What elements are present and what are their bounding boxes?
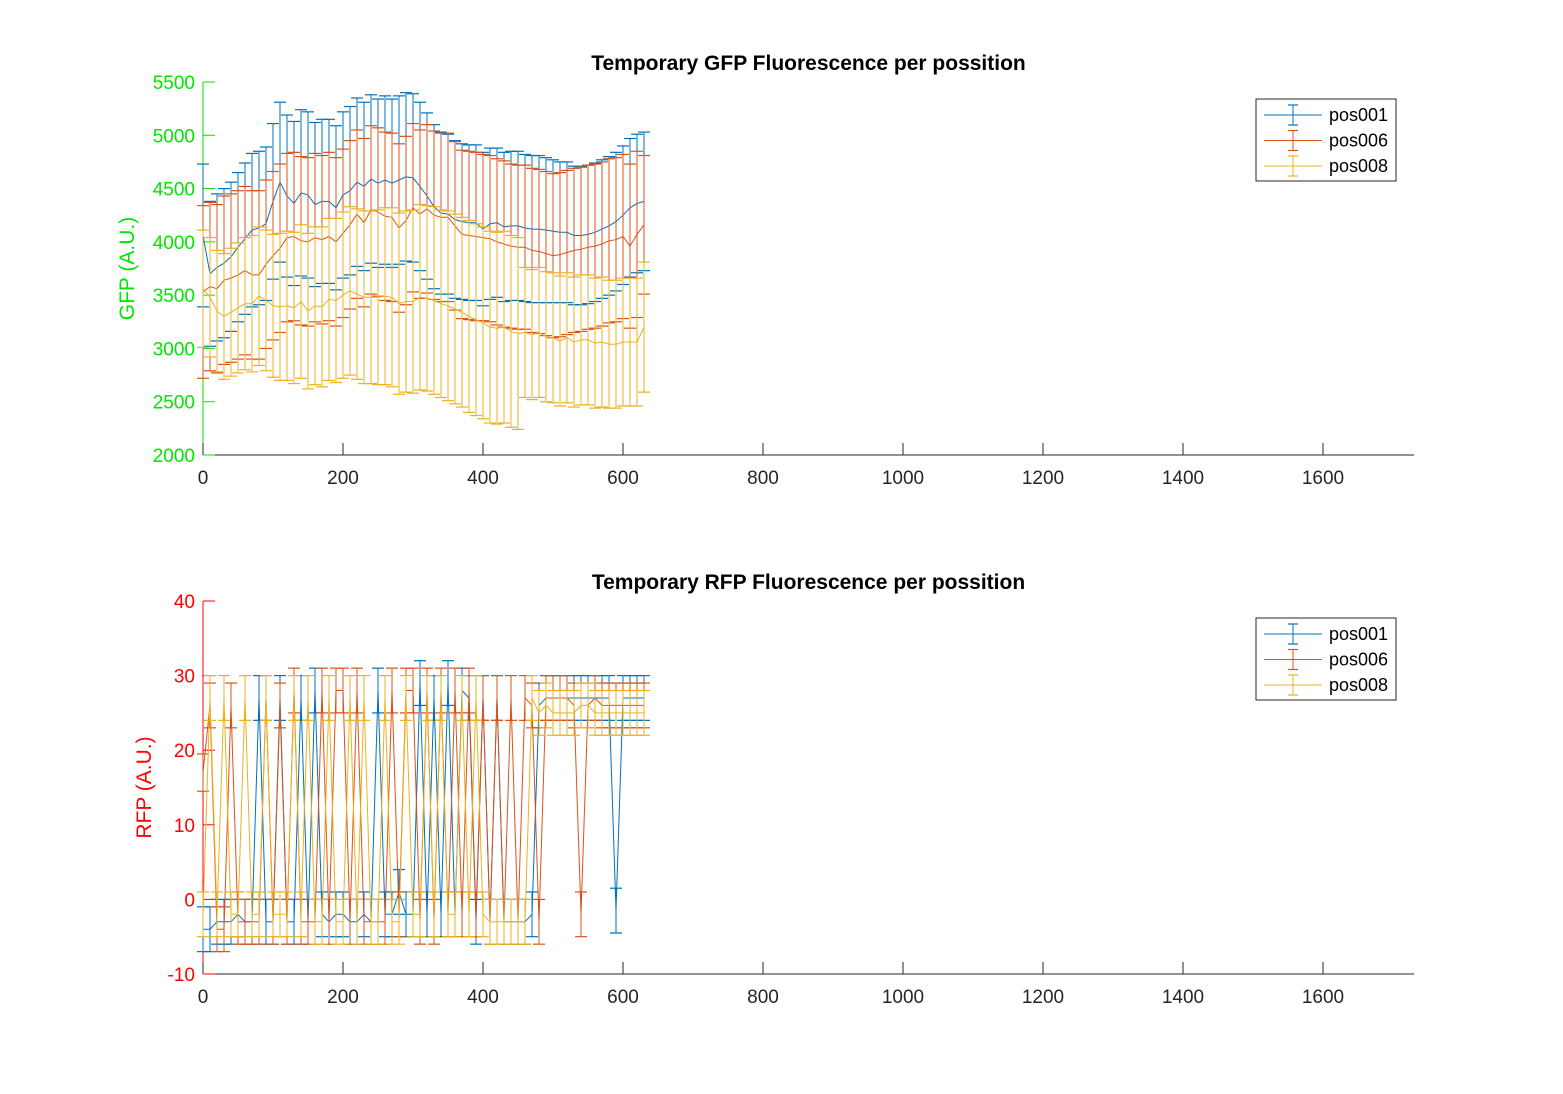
- y-tick-label: 0: [184, 890, 195, 911]
- x-tick-label: 400: [467, 987, 499, 1008]
- x-tick-label: 1600: [1302, 468, 1344, 489]
- series-line: [202, 288, 645, 345]
- y-tick-label: 2500: [153, 393, 195, 414]
- legend-label: pos008: [1329, 675, 1388, 695]
- x-tick-label: 1000: [882, 987, 924, 1008]
- x-tick-label: 0: [198, 987, 209, 1008]
- y-tick-label: 2000: [153, 446, 195, 467]
- x-tick-label: 1400: [1162, 468, 1204, 489]
- series-pos001: [197, 92, 650, 347]
- series-pos008: [197, 674, 650, 945]
- y-axis-label: GFP (A.U.): [116, 217, 139, 320]
- chart-title: Temporary GFP Fluorescence per possition: [591, 52, 1026, 75]
- legend-label: pos006: [1329, 650, 1388, 670]
- x-tick-label: 1600: [1302, 987, 1344, 1008]
- legend-label: pos001: [1329, 624, 1388, 644]
- x-tick-label: 400: [467, 468, 499, 489]
- y-tick-label: 4000: [153, 233, 195, 254]
- x-tick-label: 200: [327, 987, 359, 1008]
- series-line: [202, 697, 644, 923]
- y-tick-label: 40: [174, 592, 195, 613]
- x-tick-label: 1000: [882, 468, 924, 489]
- x-tick-label: 800: [747, 468, 779, 489]
- x-tick-label: 800: [747, 987, 779, 1008]
- y-tick-label: 10: [174, 816, 195, 837]
- y-tick-label: 20: [174, 741, 195, 762]
- x-tick-label: 1400: [1162, 987, 1204, 1008]
- y-tick-label: 5500: [153, 73, 195, 94]
- y-tick-label: 3000: [153, 339, 195, 360]
- y-axis-label: RFP (A.U.): [133, 736, 156, 838]
- legend: pos001 pos006 pos008: [1255, 98, 1397, 182]
- y-tick-label: 30: [174, 667, 195, 688]
- series-line: [202, 207, 645, 293]
- x-tick-label: 0: [198, 468, 209, 489]
- y-tick-label: 3500: [153, 286, 195, 307]
- legend: pos001 pos006 pos008: [1255, 617, 1397, 701]
- x-tick-label: 1200: [1022, 987, 1064, 1008]
- legend-label: pos006: [1329, 131, 1388, 151]
- y-tick-label: 4500: [153, 180, 195, 201]
- y-tick-label: 5000: [153, 126, 195, 147]
- x-tick-label: 600: [607, 987, 639, 1008]
- x-tick-label: 200: [327, 468, 359, 489]
- x-tick-label: 1200: [1022, 468, 1064, 489]
- legend-label: pos008: [1329, 156, 1388, 176]
- legend-label: pos001: [1329, 105, 1388, 125]
- chart-panel-2: 0 200 400 600 800 1000 1200 1400 1600-1001020304…: [133, 571, 1414, 1008]
- y-tick-label: -10: [168, 965, 195, 986]
- series-pos008: [197, 203, 650, 431]
- series-line: [202, 176, 645, 275]
- x-tick-label: 600: [607, 468, 639, 489]
- chart-panel-1: 0 200 400 600 800 1000 1200 1400 1600 2000 2500 300…: [116, 52, 1414, 489]
- chart-title: Temporary RFP Fluorescence per possition: [592, 571, 1025, 594]
